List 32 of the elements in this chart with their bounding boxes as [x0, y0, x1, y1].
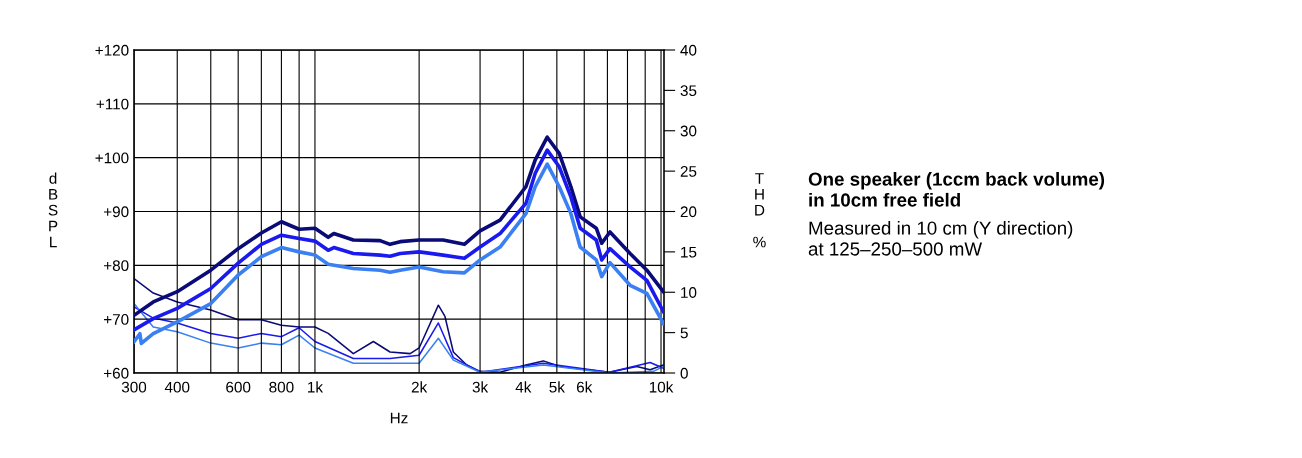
x-tick-label: 10k [649, 381, 674, 393]
y-tick-label: +80 [103, 260, 129, 272]
y-tick-label: +120 [95, 44, 129, 56]
y2-tick-label: 5 [680, 327, 688, 339]
x-tick-label: 4k [515, 381, 532, 393]
y2-tick-label: 0 [680, 367, 688, 379]
y2-tick-label: 20 [680, 206, 697, 218]
text: THD % [753, 173, 766, 248]
x-tick-label: 3k [472, 381, 489, 393]
y-tick-label: +110 [96, 98, 129, 110]
text: Measured in 10 cm (Y direction) at 125–250–500 mW [808, 221, 1073, 256]
y2-tick-label: 25 [680, 165, 697, 177]
x-tick-label: 5k [549, 381, 565, 393]
y-axis-title: dBSPL [48, 172, 58, 248]
y2-tick-label: 15 [681, 246, 697, 258]
y2-tick-label: 30 [680, 125, 697, 137]
y2-tick-label: 10 [681, 287, 697, 298]
y-tick-label: +70 [103, 314, 129, 325]
x-tick-label: 300 [121, 381, 147, 393]
y2-tick-label: 35 [680, 85, 697, 97]
x-tick-label: 2k [411, 381, 428, 393]
x-tick-label: 600 [226, 381, 251, 393]
x-tick-label: 400 [164, 381, 190, 393]
y-tick-label: +90 [103, 206, 129, 218]
x-axis-title: Hz [390, 412, 408, 424]
x-tick-label: 6k [576, 381, 593, 393]
x-tick-label: 1k [308, 381, 324, 393]
text: One speaker (1ccm back volume) in 10cm free field [808, 172, 1105, 207]
x-tick-label: 800 [269, 381, 294, 393]
y-tick-label: +60 [103, 367, 129, 379]
y2-tick-label: 40 [680, 44, 697, 56]
y-tick-label: +100 [95, 152, 129, 164]
